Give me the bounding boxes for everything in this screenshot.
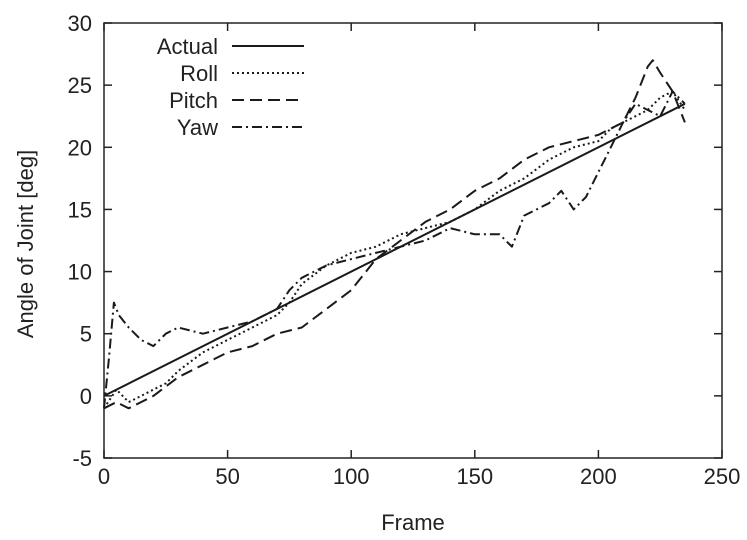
x-tick-label: 100 xyxy=(333,464,370,489)
y-tick-label: 0 xyxy=(80,384,92,409)
y-tick-label: 30 xyxy=(68,11,92,36)
series-line-yaw xyxy=(103,90,686,409)
y-axis-label: Angle of Joint [deg] xyxy=(13,150,38,338)
legend-label-roll: Roll xyxy=(180,61,218,86)
series-line-pitch xyxy=(103,59,686,410)
x-tick-label: 150 xyxy=(456,464,493,489)
y-tick-label: -5 xyxy=(72,446,92,471)
y-tick-label: 25 xyxy=(68,73,92,98)
y-tick-label: 20 xyxy=(68,135,92,160)
x-tick-label: 250 xyxy=(704,464,741,489)
plot-frame xyxy=(103,22,723,459)
y-tick-label: 15 xyxy=(68,197,92,222)
legend-label-actual: Actual xyxy=(157,34,218,59)
y-tick-label: 5 xyxy=(80,322,92,347)
legend-label-pitch: Pitch xyxy=(169,88,218,113)
x-tick-label: 200 xyxy=(580,464,617,489)
series-layer xyxy=(103,59,686,410)
series-line-actual xyxy=(103,102,686,397)
x-axis-label: Frame xyxy=(381,510,445,535)
legend-label-yaw: Yaw xyxy=(177,115,218,140)
x-tick-label: 50 xyxy=(215,464,239,489)
y-tick-label: 10 xyxy=(68,260,92,285)
x-tick-label: 0 xyxy=(98,464,110,489)
